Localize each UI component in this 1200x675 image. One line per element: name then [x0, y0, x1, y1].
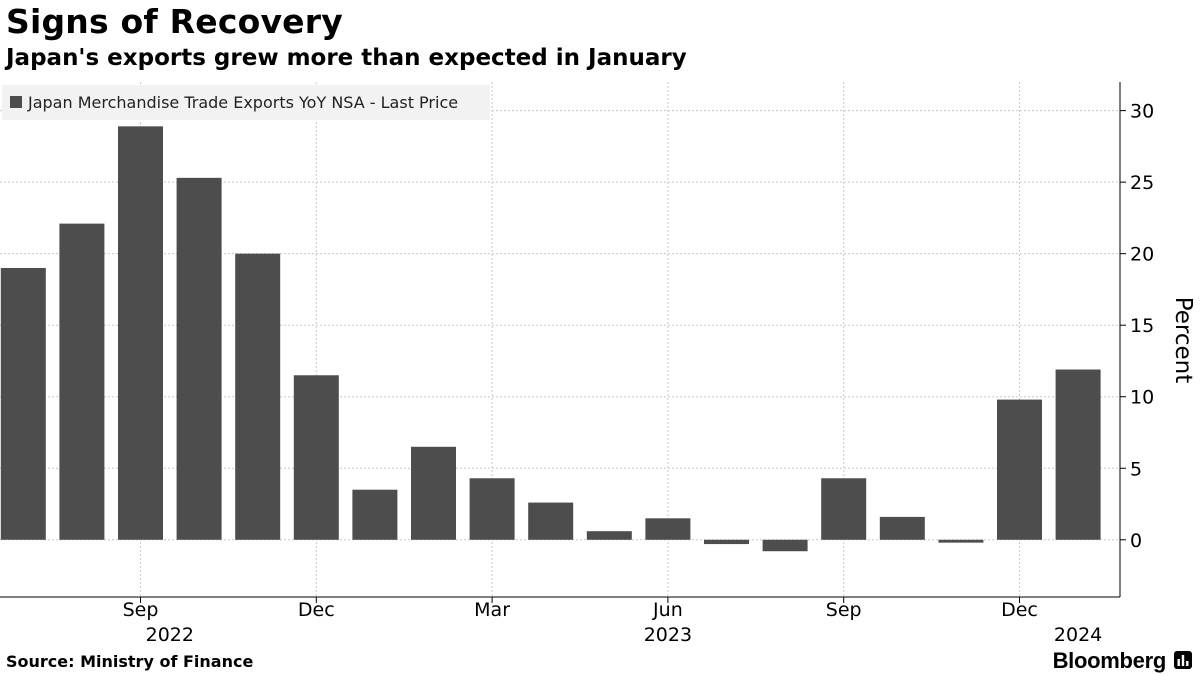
legend-background [2, 85, 490, 120]
bar [997, 399, 1042, 540]
bar [59, 223, 105, 540]
x-tick-label: Dec [298, 599, 335, 621]
x-year-label: 2022 [146, 624, 194, 646]
x-tick-label: Dec [1001, 599, 1038, 621]
legend-label: Japan Merchandise Trade Exports YoY NSA … [27, 93, 458, 112]
y-axis: 0 5 10 15 20 25 30 [1119, 82, 1154, 597]
x-tick-label: Sep [826, 599, 862, 621]
bar [469, 478, 515, 540]
bar [176, 177, 222, 540]
bloomberg-logo: Bloomberg [1052, 648, 1167, 673]
legend: Japan Merchandise Trade Exports YoY NSA … [2, 85, 490, 120]
bar [821, 478, 867, 540]
bar [645, 518, 691, 540]
x-tick-label: Sep [123, 599, 159, 621]
y-tick-label: 15 [1130, 315, 1154, 337]
y-tick-label: 20 [1130, 244, 1154, 266]
bar [235, 253, 281, 540]
bar [586, 531, 632, 540]
bar [528, 502, 574, 540]
bar [762, 539, 808, 552]
y-tick-label: 5 [1130, 458, 1142, 480]
bar [411, 446, 456, 540]
bar [118, 126, 163, 540]
y-tick-label: 10 [1130, 387, 1154, 409]
source-note: Source: Ministry of Finance [6, 652, 254, 671]
bar [352, 489, 398, 540]
x-axis: Sep Dec Mar Jun Sep Dec 2022 2023 2024 [0, 596, 1120, 646]
bar-series [0, 126, 1101, 552]
bar [879, 516, 925, 540]
y-tick-label: 0 [1130, 530, 1142, 552]
x-tick-label: Jun [652, 599, 683, 621]
y-tick-label: 30 [1130, 101, 1154, 123]
bar [0, 267, 46, 540]
x-year-label: 2023 [644, 624, 692, 646]
bloomberg-chart-icon [1174, 651, 1192, 669]
y-tick-label: 25 [1130, 172, 1154, 194]
bar [293, 375, 339, 540]
chart-title: Signs of Recovery [6, 2, 343, 41]
x-tick-label: Mar [474, 599, 510, 621]
bar [1055, 369, 1101, 540]
chart-subtitle: Japan's exports grew more than expected … [6, 45, 687, 71]
bar [704, 539, 749, 545]
y-axis-label: Percent [1170, 297, 1196, 384]
legend-swatch [10, 96, 22, 108]
bar [938, 539, 984, 543]
x-year-label: 2024 [1054, 624, 1102, 646]
